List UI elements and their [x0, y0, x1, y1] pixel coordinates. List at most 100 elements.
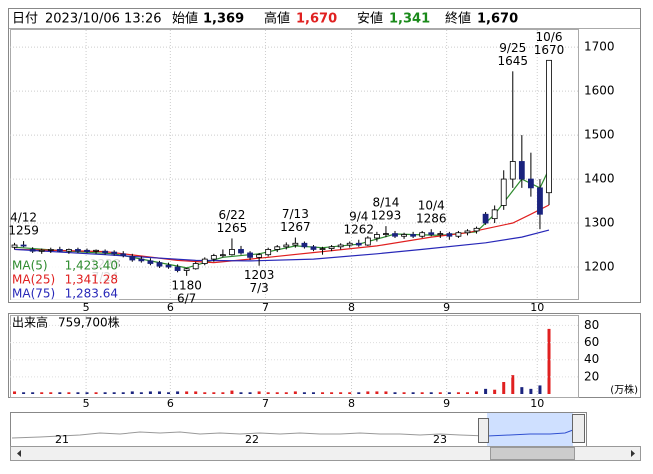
candle-body	[238, 249, 244, 254]
annotation-value: 1286	[416, 212, 447, 226]
volume-bar	[76, 392, 80, 394]
candle-body	[65, 249, 72, 252]
candle-body	[346, 242, 353, 246]
annotation-value: 1265	[217, 221, 248, 235]
volume-bar	[411, 392, 415, 394]
volume-bar	[221, 392, 225, 394]
candle-body	[446, 233, 453, 237]
volume-bar	[348, 392, 352, 394]
volume-bar	[148, 391, 152, 394]
scroll-thumb[interactable]	[490, 447, 575, 460]
y-tick-label: 1400	[584, 172, 615, 186]
volume-bar	[167, 392, 171, 394]
candle-body	[192, 263, 199, 270]
volume-bar	[375, 391, 379, 394]
low: 1,341	[389, 12, 430, 27]
volume-bar	[157, 391, 161, 394]
close: 1,670	[477, 12, 518, 27]
candle-body	[219, 254, 226, 257]
candle-body	[138, 258, 145, 262]
volume-bar	[538, 385, 542, 394]
volume-bar	[302, 392, 306, 394]
volume-bar	[121, 392, 125, 394]
annotation-value: 1267	[280, 220, 311, 234]
volume-unit: (万株)	[610, 383, 638, 396]
x-tick-label: 10	[530, 397, 544, 410]
annotation-value: 1259	[8, 224, 39, 238]
volume-bar	[284, 392, 288, 394]
candle-body	[265, 249, 272, 256]
navigator-range[interactable]	[487, 413, 573, 446]
volume-bar	[447, 392, 451, 394]
annotation-date: 9/4	[349, 209, 368, 223]
annotation-date: 10/4	[418, 199, 445, 213]
candle-body	[419, 232, 426, 237]
candle-body	[120, 253, 127, 256]
legend-value: 1,341.28	[65, 273, 118, 287]
volume-bar	[85, 392, 89, 394]
candle-body	[464, 230, 471, 234]
candle-body	[509, 161, 516, 180]
volume-bar	[248, 392, 252, 394]
candle-body	[93, 249, 99, 252]
candle-body	[364, 237, 371, 246]
annotation-value: 1262	[343, 222, 374, 236]
volume-bar	[393, 392, 397, 394]
annotation-date: 7/13	[282, 207, 309, 221]
candle-body	[156, 262, 163, 267]
candle-body	[546, 59, 552, 194]
candle-body	[473, 227, 480, 232]
volume-bar	[130, 391, 134, 394]
annotation-value: 1670	[534, 43, 565, 57]
candle-body	[310, 246, 317, 250]
legend-name: MA(5)	[12, 259, 48, 273]
range-handle-left[interactable]	[478, 418, 489, 443]
volume-bar	[257, 391, 261, 394]
volume-bar	[311, 392, 315, 394]
volume-bar	[293, 391, 297, 394]
x-tick-label: 9	[443, 397, 450, 410]
candle-body	[229, 249, 235, 256]
candle-body	[84, 249, 90, 253]
volume-bar	[194, 391, 198, 394]
volume-bar	[49, 392, 53, 394]
volume-bar	[212, 392, 216, 394]
scrollbar[interactable]	[10, 446, 641, 461]
annotation-value: 1180	[171, 278, 202, 292]
volume-bar	[230, 390, 234, 394]
navigator-label: 23	[433, 433, 447, 446]
candle-body	[482, 213, 489, 224]
candle-body	[210, 255, 217, 260]
volume-bar	[456, 392, 460, 394]
candle-body	[527, 178, 534, 189]
candle-body	[75, 249, 81, 252]
x-tick-label: 5	[83, 397, 90, 410]
navigator-range-line	[486, 429, 574, 437]
candle-body	[437, 233, 444, 235]
volume-bar	[402, 392, 406, 394]
candle-body	[102, 250, 109, 254]
scroll-left[interactable]	[17, 450, 21, 457]
volume-bar	[94, 392, 98, 394]
open-label: 始値	[172, 11, 198, 27]
candle-body	[174, 266, 181, 271]
volume-bar	[357, 392, 361, 394]
annotation-date: 6/22	[218, 208, 245, 222]
candle-body	[47, 249, 54, 251]
close-label: 終値	[445, 11, 471, 27]
range-handle-right[interactable]	[572, 414, 585, 443]
x-tick-label: 8	[348, 397, 355, 410]
volume-frame	[8, 313, 641, 398]
volume-bar	[139, 392, 143, 394]
candle-body	[38, 249, 45, 252]
scroll-right[interactable]	[631, 450, 635, 457]
x-tick-label: 5	[83, 301, 90, 314]
volume-title: 出来高	[12, 315, 48, 330]
candle-body	[410, 234, 417, 237]
candle-body	[111, 251, 118, 255]
volume-bar	[13, 391, 17, 394]
volume-plot	[10, 315, 579, 398]
candle-body	[355, 242, 362, 246]
volume-bar	[438, 392, 442, 394]
